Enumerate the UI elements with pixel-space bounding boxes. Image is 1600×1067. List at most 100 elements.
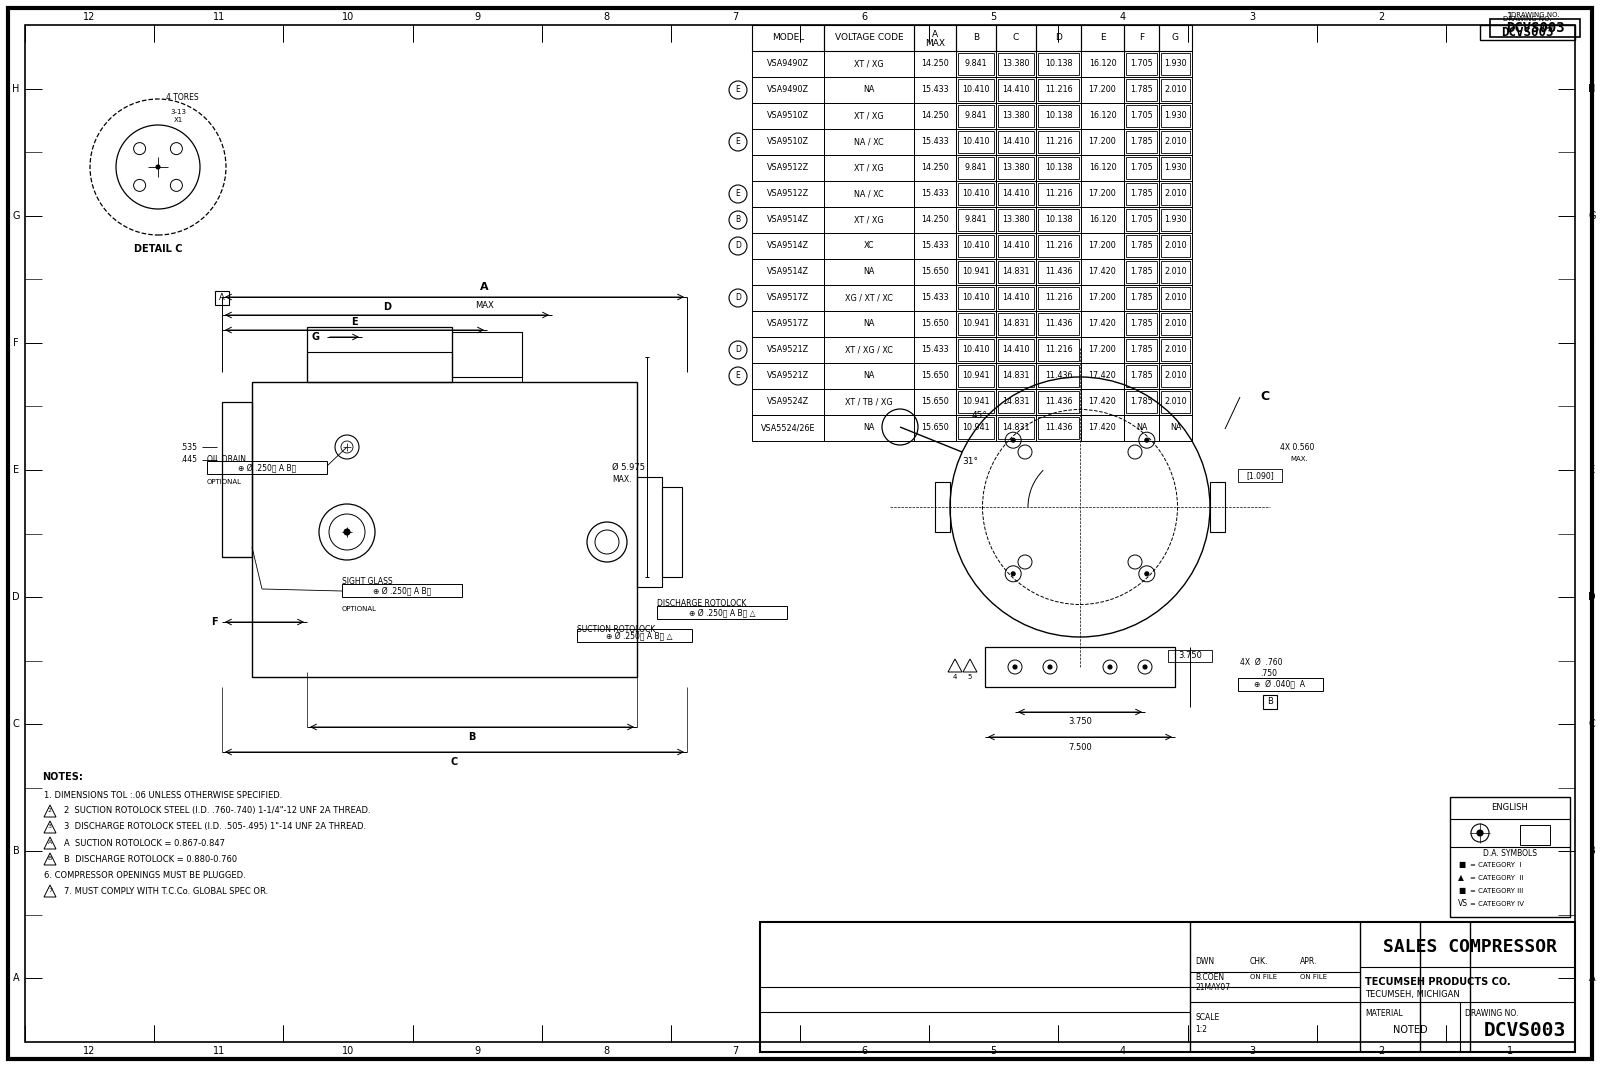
Text: 13.380: 13.380 xyxy=(1002,111,1030,121)
Text: 8: 8 xyxy=(603,1046,610,1056)
Text: 13.380: 13.380 xyxy=(1002,163,1030,173)
Text: 10.941: 10.941 xyxy=(962,424,990,432)
Bar xyxy=(1038,313,1078,335)
Bar xyxy=(824,25,914,51)
Text: VSA9514Z: VSA9514Z xyxy=(766,241,810,251)
Text: VS: VS xyxy=(1458,899,1469,908)
Text: 16.120: 16.120 xyxy=(1088,216,1117,224)
Text: VSA9512Z: VSA9512Z xyxy=(766,190,810,198)
Bar xyxy=(1082,363,1123,389)
Text: APR.: APR. xyxy=(1299,957,1317,967)
Text: NOTED: NOTED xyxy=(1392,1025,1427,1035)
Text: 10.138: 10.138 xyxy=(1045,60,1072,68)
Text: DWN: DWN xyxy=(1195,957,1214,967)
Text: XT / XG: XT / XG xyxy=(854,163,883,173)
Bar xyxy=(1126,79,1157,101)
Text: 14.410: 14.410 xyxy=(1002,138,1030,146)
Bar xyxy=(914,363,957,389)
Bar xyxy=(752,259,824,285)
Bar xyxy=(752,363,824,389)
Text: B.COEN: B.COEN xyxy=(1195,972,1224,982)
Text: 1.930: 1.930 xyxy=(1165,163,1187,173)
Bar xyxy=(958,79,994,101)
Bar xyxy=(1162,209,1190,230)
Text: D: D xyxy=(1054,33,1062,43)
Bar xyxy=(1210,482,1226,532)
Text: VSA9524Z: VSA9524Z xyxy=(766,398,810,407)
Bar xyxy=(824,389,914,415)
Text: NA: NA xyxy=(1136,424,1147,432)
Bar xyxy=(998,287,1034,309)
Text: XG / XT / XC: XG / XT / XC xyxy=(845,293,893,303)
Circle shape xyxy=(157,165,160,169)
Text: A: A xyxy=(219,292,226,302)
Circle shape xyxy=(1013,665,1018,669)
Text: VSA9510Z: VSA9510Z xyxy=(766,111,810,121)
Bar xyxy=(1450,797,1570,917)
Text: 15.433: 15.433 xyxy=(922,138,949,146)
Circle shape xyxy=(1477,830,1483,837)
Bar xyxy=(1082,77,1123,103)
Text: 11.436: 11.436 xyxy=(1045,268,1072,276)
Text: 15.650: 15.650 xyxy=(922,424,949,432)
Text: VSA9517Z: VSA9517Z xyxy=(766,319,810,329)
Text: 11.436: 11.436 xyxy=(1045,371,1072,381)
Text: D: D xyxy=(734,293,741,303)
Bar xyxy=(1082,181,1123,207)
Text: MAX: MAX xyxy=(475,301,494,309)
Text: MATERIAL: MATERIAL xyxy=(1365,1009,1403,1019)
Bar xyxy=(995,310,1037,337)
Bar xyxy=(998,131,1034,153)
Text: ⊕ Ø .250Ⓜ A BⓂ △: ⊕ Ø .250Ⓜ A BⓂ △ xyxy=(606,631,672,640)
Text: 2  SUCTION ROTOLOCK STEEL (I.D. .760-.740) 1-1/4"-12 UNF 2A THREAD.: 2 SUCTION ROTOLOCK STEEL (I.D. .760-.740… xyxy=(64,807,371,815)
Bar xyxy=(1123,129,1158,155)
Bar xyxy=(998,105,1034,127)
Text: D: D xyxy=(1589,592,1595,602)
Bar xyxy=(914,25,957,51)
Text: A: A xyxy=(13,973,19,984)
Text: MODEL: MODEL xyxy=(771,33,805,43)
Bar xyxy=(1158,310,1192,337)
Text: 45°: 45° xyxy=(973,412,987,420)
Bar xyxy=(1123,207,1158,233)
Bar xyxy=(1162,105,1190,127)
Text: XT / XG: XT / XG xyxy=(854,216,883,224)
Text: 15.433: 15.433 xyxy=(922,241,949,251)
Text: 2.010: 2.010 xyxy=(1165,138,1187,146)
Bar xyxy=(1082,415,1123,441)
Circle shape xyxy=(1011,439,1014,442)
Bar xyxy=(1082,389,1123,415)
Text: 7. MUST COMPLY WITH T.C.Co. GLOBAL SPEC OR.: 7. MUST COMPLY WITH T.C.Co. GLOBAL SPEC … xyxy=(64,887,269,895)
Bar xyxy=(1126,235,1157,257)
Text: 2.010: 2.010 xyxy=(1165,190,1187,198)
Bar xyxy=(957,207,995,233)
Bar xyxy=(824,285,914,310)
Bar xyxy=(824,77,914,103)
Text: 2: 2 xyxy=(1378,1046,1384,1056)
Bar xyxy=(995,155,1037,181)
Bar xyxy=(1162,313,1190,335)
Bar xyxy=(1158,181,1192,207)
Bar xyxy=(752,129,824,155)
Bar xyxy=(824,337,914,363)
Circle shape xyxy=(1107,665,1112,669)
Text: NA: NA xyxy=(864,424,875,432)
Text: ⊕  Ø .040Ⓜ  A: ⊕ Ø .040Ⓜ A xyxy=(1254,680,1306,688)
Bar xyxy=(1037,233,1082,259)
Bar xyxy=(1037,363,1082,389)
Bar xyxy=(957,181,995,207)
Bar xyxy=(1037,415,1082,441)
Text: 14.410: 14.410 xyxy=(1002,346,1030,354)
Bar xyxy=(998,53,1034,75)
Bar xyxy=(958,391,994,413)
Text: NOTES:: NOTES: xyxy=(42,773,83,782)
Bar xyxy=(958,157,994,179)
Bar xyxy=(914,181,957,207)
Text: E: E xyxy=(736,371,741,381)
Bar xyxy=(222,402,253,557)
Bar xyxy=(824,155,914,181)
Text: 17.200: 17.200 xyxy=(1088,85,1117,95)
Bar xyxy=(1126,391,1157,413)
Bar xyxy=(995,129,1037,155)
Bar xyxy=(1038,53,1078,75)
